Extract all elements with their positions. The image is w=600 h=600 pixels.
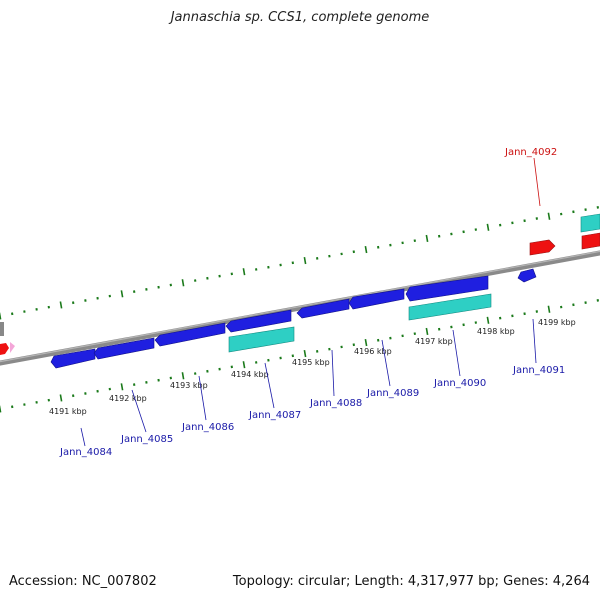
major-tick [364, 245, 368, 254]
map-title: Jannaschia sp. CCS1, complete genome [170, 10, 430, 25]
gene-arrow-4085[interactable] [93, 337, 155, 360]
leader-line [381, 339, 391, 387]
major-tick [242, 361, 246, 369]
genome-backbone [0, 250, 600, 366]
gene-label-jann-4092[interactable]: Jann_4092 [504, 147, 557, 158]
major-tick [303, 256, 307, 265]
feature-edge-red [0, 343, 9, 355]
major-tick [59, 301, 63, 309]
gene-label-jann-4084[interactable]: Jann_4084 [59, 447, 112, 458]
major-tick [242, 268, 246, 276]
gene-arrow-4084[interactable] [50, 348, 96, 369]
leader-line [452, 329, 461, 377]
major-tick [181, 279, 185, 287]
scale-label: 4193 kbp [170, 381, 208, 390]
major-tick [0, 405, 2, 413]
feature-edge-gray [0, 322, 4, 336]
gene-arrow-4090[interactable] [405, 275, 489, 302]
feature-edge-pink [10, 342, 15, 353]
scale-label: 4195 kbp [292, 358, 330, 367]
major-tick [303, 349, 307, 358]
major-tick [120, 290, 124, 298]
scale-label: 4197 kbp [415, 337, 453, 346]
major-tick [364, 338, 368, 347]
scale-label: 4192 kbp [109, 394, 147, 403]
major-tick [181, 372, 185, 380]
scale-label: 4196 kbp [354, 347, 392, 356]
scale-label: 4199 kbp [538, 318, 576, 327]
gene-label-jann-4089[interactable]: Jann_4089 [366, 388, 419, 399]
gene-arrow-4092[interactable] [529, 239, 556, 256]
feature-edge-cyan-right [580, 213, 600, 233]
gene-feature-cyan-4087[interactable] [228, 326, 295, 353]
gene-arrow-4088[interactable] [296, 298, 350, 319]
tick-track-top [0, 206, 599, 320]
gene-label-jann-4088[interactable]: Jann_4088 [309, 398, 362, 409]
gene-feature-cyan-4090[interactable] [408, 293, 492, 321]
major-tick [120, 383, 124, 391]
gene-label-jann-4086[interactable]: Jann_4086 [181, 422, 234, 433]
genome-summary-text: Topology: circular; Length: 4,317,977 bp… [232, 574, 590, 589]
gene-label-jann-4085[interactable]: Jann_4085 [120, 434, 173, 445]
leader-line [264, 362, 275, 409]
leader-line [80, 427, 86, 447]
leader-line [131, 389, 147, 433]
gene-arrow-4091[interactable] [517, 268, 537, 283]
feature-edge-red-right [581, 232, 600, 250]
leader-line-highlight [533, 157, 541, 207]
tick-track-bottom [0, 299, 599, 413]
genome-backbone-highlight [0, 250, 600, 363]
leader-line [198, 375, 207, 421]
major-tick [59, 394, 63, 402]
leader-line [331, 349, 335, 397]
gene-arrow-4087[interactable] [225, 309, 292, 333]
major-tick [425, 234, 429, 243]
major-tick [547, 212, 551, 220]
gene-label-jann-4087[interactable]: Jann_4087 [248, 410, 301, 421]
major-tick [0, 312, 2, 320]
major-tick [486, 223, 490, 231]
leader-line [532, 318, 537, 364]
accession-text: Accession: NC_007802 [9, 574, 157, 589]
gene-label-jann-4091[interactable]: Jann_4091 [512, 365, 565, 376]
gene-arrow-4089[interactable] [348, 288, 405, 310]
major-tick [425, 327, 429, 336]
major-tick [486, 316, 490, 324]
scale-label: 4191 kbp [49, 407, 87, 416]
gene-leader-lines [80, 318, 537, 447]
scale-label: 4198 kbp [477, 327, 515, 336]
major-tick [547, 305, 551, 313]
gene-arrow-4086[interactable] [154, 322, 226, 347]
scale-label: 4194 kbp [231, 370, 269, 379]
gene-label-jann-4090[interactable]: Jann_4090 [433, 378, 486, 389]
